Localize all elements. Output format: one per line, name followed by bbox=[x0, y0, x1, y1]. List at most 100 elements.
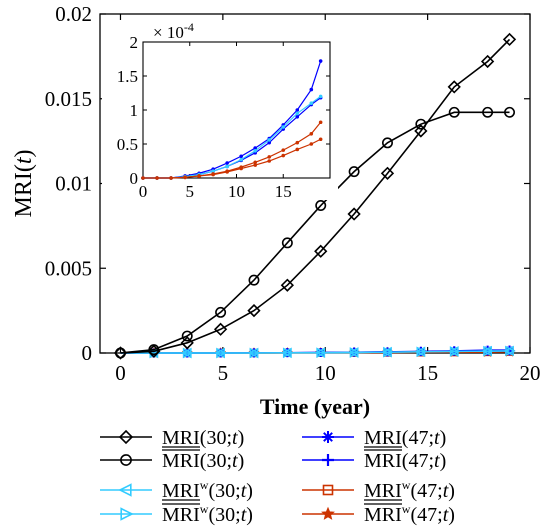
data-point bbox=[447, 80, 461, 94]
x-tick-label: 0 bbox=[115, 361, 126, 385]
inset-data-point bbox=[281, 148, 286, 152]
y-tick-label: 0 bbox=[82, 341, 93, 365]
inset-data-point bbox=[309, 132, 314, 136]
inset-data-point bbox=[183, 175, 187, 180]
inset-data-point bbox=[141, 176, 145, 180]
legend-item: MRIw(30;t) bbox=[100, 502, 253, 526]
data-point bbox=[483, 345, 493, 355]
legend-label: MRIw(47;t) bbox=[364, 502, 455, 526]
legend-label: MRIw(30;t) bbox=[162, 478, 253, 502]
inset-data-point bbox=[309, 101, 314, 105]
inset-data-point bbox=[239, 166, 243, 171]
inset-y-tick-label: 2 bbox=[130, 33, 139, 52]
inset-data-point bbox=[253, 160, 257, 165]
x-tick-label: 15 bbox=[417, 361, 438, 385]
data-point bbox=[281, 347, 292, 359]
data-point bbox=[347, 207, 361, 221]
data-point bbox=[214, 347, 226, 359]
legend-label: MRI(47;t) bbox=[364, 427, 446, 449]
data-point bbox=[314, 347, 326, 359]
inset-data-point bbox=[267, 159, 272, 163]
legend-item: MRI(30;t) bbox=[100, 427, 244, 449]
data-point bbox=[280, 278, 294, 292]
series-line bbox=[120, 350, 510, 354]
inset-data-point bbox=[295, 115, 300, 119]
inset-data-point bbox=[169, 176, 173, 180]
data-point bbox=[414, 124, 428, 138]
x-tick-label: 10 bbox=[315, 361, 336, 385]
data-point bbox=[215, 306, 227, 318]
inset-data-point bbox=[295, 147, 300, 152]
data-point bbox=[247, 347, 259, 359]
data-point bbox=[380, 166, 395, 180]
inset-x-tick-label: 5 bbox=[186, 182, 195, 201]
data-point bbox=[247, 303, 261, 318]
y-tick-label: 0.015 bbox=[45, 87, 92, 111]
y-axis-title: MRI(t) bbox=[11, 149, 37, 217]
data-point bbox=[347, 347, 359, 358]
inset-data-point bbox=[318, 59, 323, 63]
inset-y-tick-label: 0.5 bbox=[117, 135, 138, 154]
data-point bbox=[480, 54, 495, 69]
inset-data-point bbox=[225, 170, 229, 174]
legend-marker-icon bbox=[322, 454, 334, 466]
data-point bbox=[503, 345, 514, 357]
data-point bbox=[482, 106, 494, 118]
inset-data-point bbox=[309, 87, 314, 92]
legend-marker-icon bbox=[321, 506, 335, 520]
inset-data-point bbox=[239, 154, 243, 159]
legend-item: MRIw(47;t) bbox=[302, 502, 455, 526]
y-tick-label: 0.005 bbox=[45, 256, 92, 280]
inset-series-5 bbox=[141, 137, 323, 180]
series-line bbox=[120, 111, 510, 354]
inset-data-point bbox=[253, 163, 257, 167]
inset-data-point bbox=[225, 164, 229, 169]
legend-item: MRI(47;t) bbox=[302, 449, 446, 472]
data-point bbox=[248, 274, 260, 286]
legend-marker-icon bbox=[118, 429, 134, 445]
data-point bbox=[181, 330, 193, 342]
legend: MRI(30;t)MRI(30;t) MRIw(30;t)MRIw(30;t) MR… bbox=[100, 427, 455, 526]
inset-data-point bbox=[295, 108, 300, 112]
inset-plot: 0 5 10 15 0 0.5 1 1.5 2 × 10-4 bbox=[102, 20, 338, 201]
inset-x-tick-label: 10 bbox=[228, 182, 245, 201]
inset-data-point bbox=[155, 176, 159, 180]
inset-data-point bbox=[253, 149, 257, 153]
legend-item: MRIw(47;t) bbox=[302, 478, 455, 502]
data-point bbox=[281, 237, 293, 249]
legend-item: MRI(47;t) bbox=[302, 427, 446, 449]
inset-data-point bbox=[253, 146, 257, 150]
data-point bbox=[502, 32, 517, 47]
inset-multiplier: × 10-4 bbox=[153, 20, 194, 42]
inset-y-tick-label: 0 bbox=[130, 169, 139, 188]
y-tick-label: 0.01 bbox=[55, 172, 92, 196]
data-point bbox=[314, 244, 328, 258]
x-axis-title: Time (year) bbox=[260, 394, 370, 419]
legend-label: MRI(47;t) bbox=[364, 450, 446, 472]
data-point bbox=[447, 346, 459, 357]
inset-data-point bbox=[295, 111, 300, 116]
inset-x-tick-label: 15 bbox=[275, 182, 292, 201]
data-point bbox=[147, 344, 161, 358]
data-point bbox=[448, 106, 460, 118]
series-line bbox=[120, 38, 511, 354]
inset-data-point bbox=[318, 94, 323, 99]
data-point bbox=[180, 347, 192, 359]
inset-data-point bbox=[197, 174, 201, 178]
inset-data-point bbox=[267, 155, 272, 159]
legend-label: MRIw(47;t) bbox=[364, 478, 455, 502]
data-point bbox=[180, 336, 194, 350]
data-point bbox=[481, 345, 493, 357]
inset-y-tick-label: 1.5 bbox=[117, 67, 138, 86]
inset-data-point bbox=[211, 169, 215, 173]
legend-marker-icon bbox=[322, 431, 334, 443]
inset-data-point bbox=[281, 153, 286, 158]
inset-data-point bbox=[225, 161, 229, 165]
legend-label: MRI(30;t) bbox=[162, 450, 244, 472]
data-point bbox=[315, 200, 327, 212]
inset-series-line bbox=[143, 138, 321, 179]
data-point bbox=[504, 106, 515, 118]
x-tick-label: 5 bbox=[218, 361, 229, 385]
inset-y-tick-label: 1 bbox=[130, 101, 139, 120]
inset-data-point bbox=[211, 172, 215, 177]
